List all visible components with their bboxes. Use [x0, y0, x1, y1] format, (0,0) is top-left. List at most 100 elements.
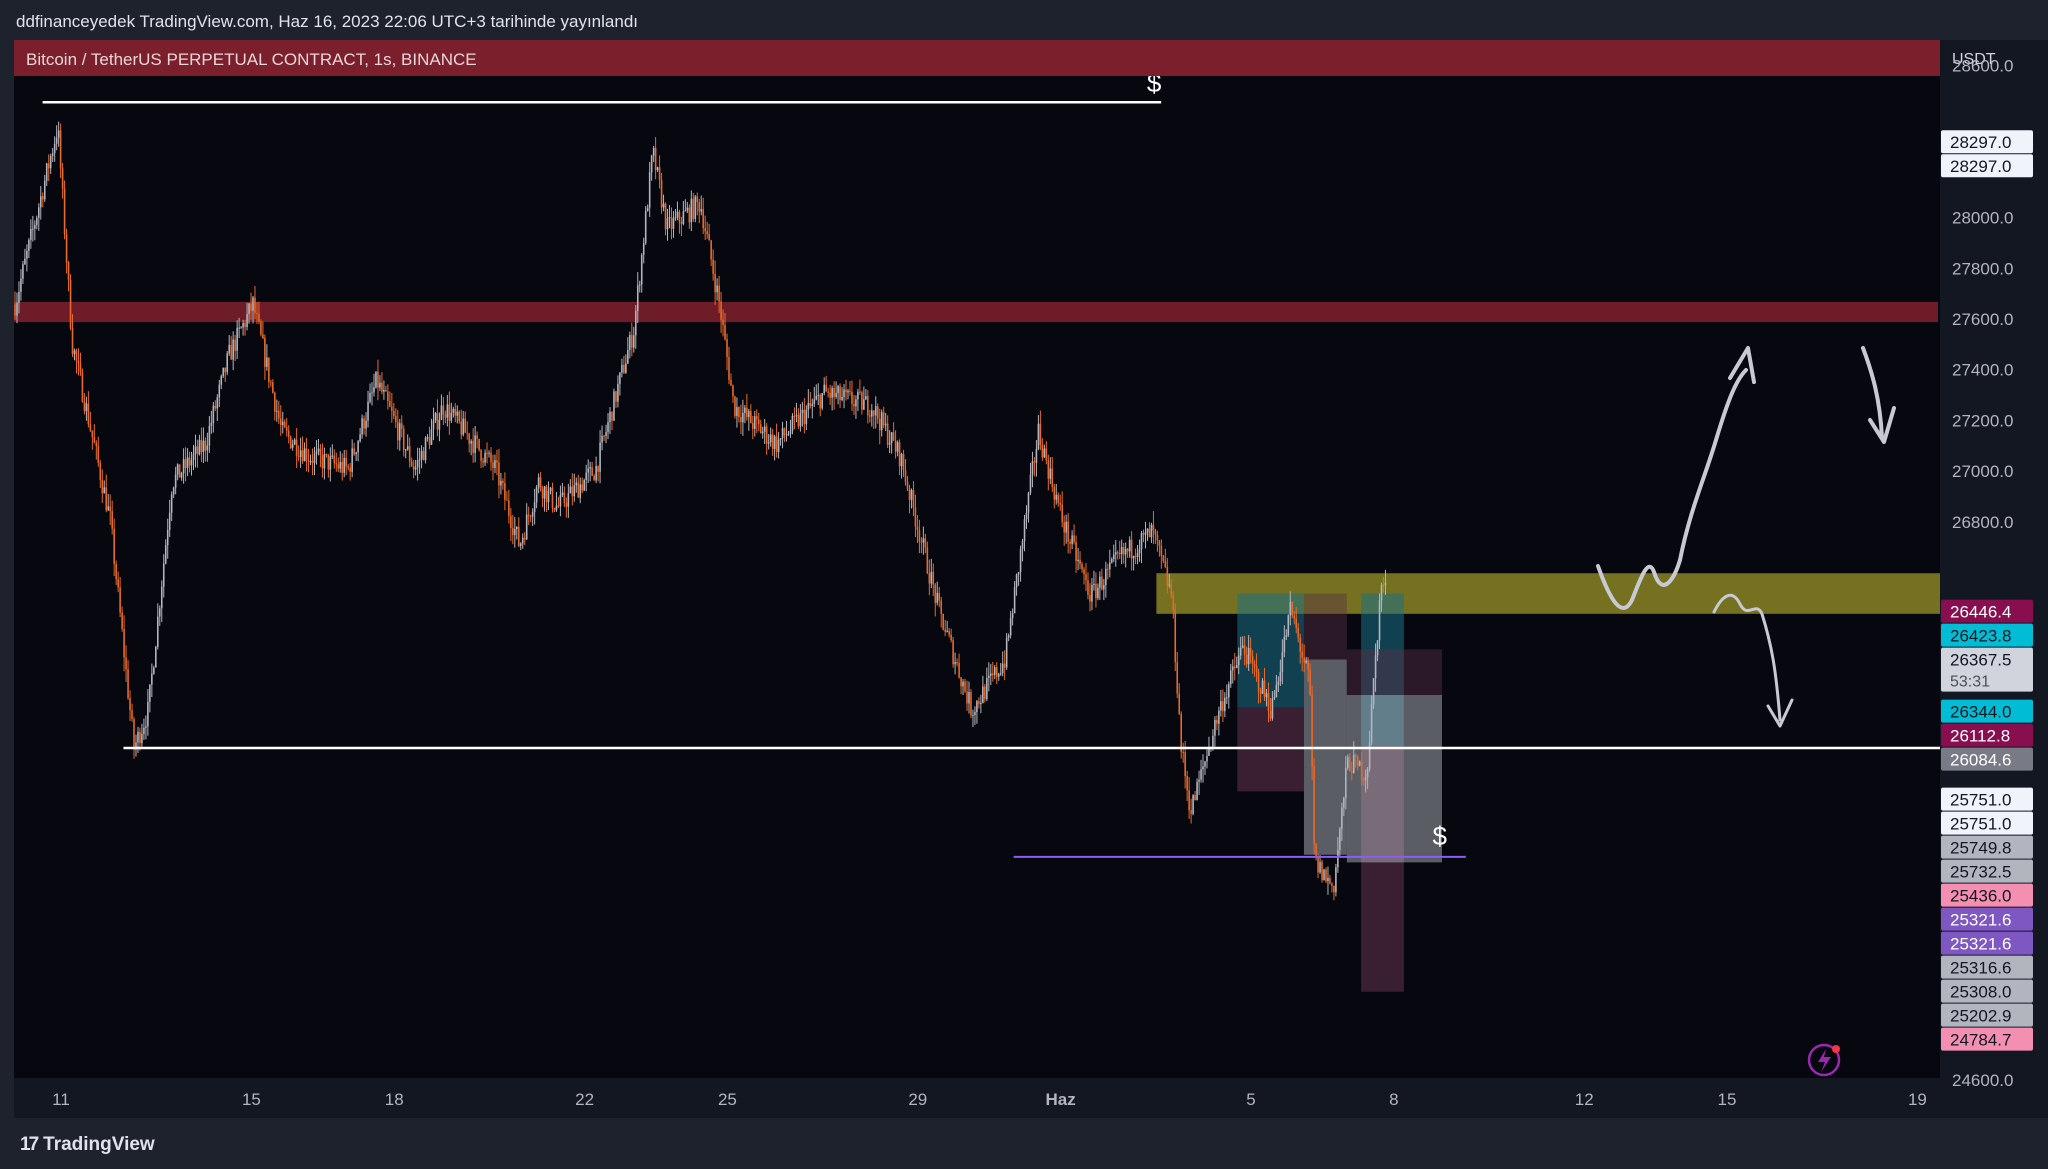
candle-body [686, 207, 689, 211]
price-badge[interactable]: 26446.4 [1941, 599, 2033, 623]
price-badge[interactable]: 25202.9 [1941, 1003, 2033, 1027]
candle-body [946, 630, 948, 632]
candle [968, 681, 970, 714]
candle [1087, 572, 1089, 600]
candle-body [1382, 584, 1385, 586]
candle-body [541, 488, 544, 499]
lightning-icon[interactable] [1807, 1043, 1841, 1077]
candle [164, 539, 167, 565]
candle [1362, 776, 1365, 786]
candle-body [829, 392, 831, 398]
candle [1130, 531, 1133, 571]
candle [789, 419, 792, 438]
candle-body [123, 628, 125, 658]
time-scale[interactable]: 11 15 18 22 25 29 Haz 5 8 12 15 19 [14, 1078, 1940, 1118]
price-badge[interactable]: 28297.0 [1941, 154, 2033, 178]
price-badge[interactable]: 25321.6 [1941, 907, 2033, 931]
price-badge[interactable]: 25749.8 [1941, 835, 2033, 859]
candle [918, 519, 921, 554]
candle [1350, 761, 1353, 781]
candle-body [1251, 656, 1254, 664]
candle [305, 437, 308, 472]
candle [1323, 868, 1325, 881]
candle [510, 508, 512, 542]
candle [827, 387, 829, 398]
price-badge-value: 26367.5 [1950, 651, 2011, 670]
price-badge[interactable]: 25321.6 [1941, 931, 2033, 955]
candle [527, 506, 530, 526]
candle [194, 434, 197, 468]
price-badge[interactable]: 25308.0 [1941, 979, 2033, 1003]
candle-body [642, 243, 645, 255]
candle-body [821, 393, 824, 409]
candle-body [581, 484, 584, 491]
candle-body [36, 217, 38, 226]
tradingview-logo[interactable]: 17 TradingView [20, 1134, 155, 1156]
candle-body [131, 710, 133, 720]
time-tick-label: 18 [385, 1090, 404, 1109]
candle [145, 715, 147, 740]
chart-pane[interactable]: $ $ Bitcoin / TetherUS PERPETUAL CONTRACT,… [14, 40, 1940, 1078]
price-badge-value: 28297.0 [1950, 157, 2011, 176]
candle [625, 354, 627, 374]
candle [970, 689, 972, 719]
candle-body [279, 418, 282, 426]
candle [1228, 681, 1230, 709]
candle [980, 694, 982, 714]
candle [283, 419, 286, 429]
candle-body [625, 363, 627, 373]
candle-body [815, 395, 818, 400]
candle-body [1154, 530, 1157, 535]
candle-body [1003, 663, 1006, 668]
candle [638, 280, 641, 293]
price-scale[interactable]: USDT28600.028200.028000.027800.027600.02… [1940, 40, 2048, 1118]
price-badge[interactable]: 26423.8 [1941, 623, 2033, 647]
price-badge[interactable]: 24784.7 [1941, 1027, 2033, 1051]
price-scale-canvas[interactable]: USDT28600.028200.028000.027800.027600.02… [1940, 40, 2048, 1118]
price-badge-value: 25202.9 [1950, 1007, 2011, 1026]
candle-body [41, 196, 44, 200]
candle [1162, 554, 1165, 564]
price-badge[interactable]: 26084.6 [1941, 747, 2033, 771]
price-badge[interactable]: 26112.8 [1941, 723, 2033, 747]
candle [385, 385, 387, 392]
candle [589, 461, 591, 482]
candle-body [547, 490, 550, 502]
candle [962, 679, 964, 696]
price-badge[interactable]: 25732.5 [1941, 859, 2033, 883]
candle [1083, 567, 1085, 585]
price-badge[interactable]: 28297.0 [1941, 130, 2033, 154]
time-scale-canvas[interactable]: 11 15 18 22 25 29 Haz 5 8 12 15 19 [14, 1078, 1940, 1118]
candle-body [1041, 445, 1044, 458]
candle-body [563, 492, 566, 504]
candle [978, 697, 980, 709]
candle [1031, 451, 1034, 488]
candle-body [664, 203, 667, 230]
candle-body [1107, 568, 1109, 570]
candle [248, 302, 250, 324]
candle [914, 494, 917, 538]
candle [244, 319, 246, 336]
candle [472, 428, 474, 463]
price-badge[interactable]: 25436.0 [1941, 883, 2033, 907]
candle [359, 428, 361, 443]
chart-canvas[interactable]: $$Bitcoin / TetherUS PERPETUAL CONTRACT,… [14, 40, 1940, 1078]
candle-body [1303, 657, 1305, 663]
price-tick-label: 26800.0 [1952, 513, 2013, 532]
price-badge[interactable]: 25316.6 [1941, 955, 2033, 979]
price-badge[interactable]: 26367.5 53:31 [1941, 647, 2033, 692]
candle-body [416, 460, 419, 468]
candle [896, 440, 899, 457]
candle [1051, 457, 1054, 492]
candle-body [412, 466, 415, 470]
candle-body [555, 505, 558, 510]
candle [39, 186, 42, 220]
candle [718, 275, 720, 314]
price-badge[interactable]: 25751.0 [1941, 787, 2033, 811]
candle-body [1376, 640, 1379, 656]
candle-body [650, 155, 653, 173]
candle [984, 683, 986, 703]
price-badge[interactable]: 26344.0 [1941, 699, 2033, 723]
candle-body [924, 538, 927, 548]
price-badge[interactable]: 25751.0 [1941, 811, 2033, 835]
